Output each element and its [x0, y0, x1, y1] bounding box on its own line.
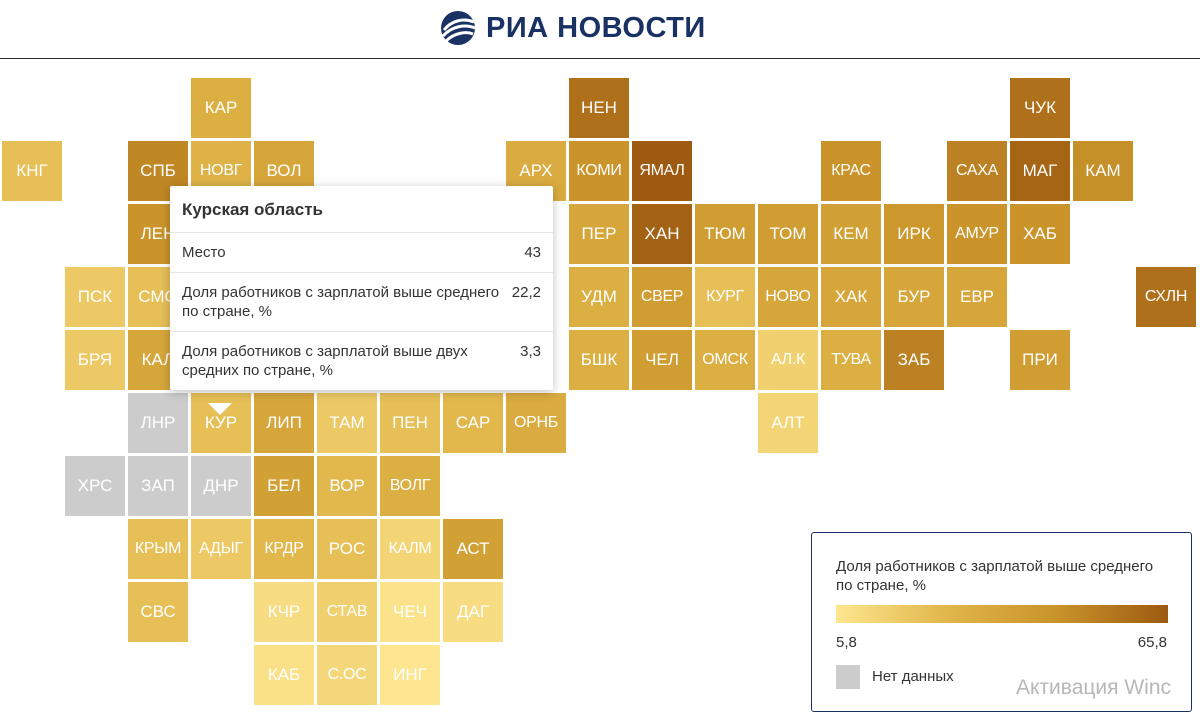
region-tile[interactable]: ХАН [632, 204, 692, 264]
tooltip-arrow [208, 403, 232, 415]
legend-no-data-swatch [836, 665, 860, 689]
region-tile[interactable]: КУРГ [695, 267, 755, 327]
region-tile[interactable]: ЧЕЛ [632, 330, 692, 390]
region-tile[interactable]: САР [443, 393, 503, 453]
region-tile[interactable]: АМУР [947, 204, 1007, 264]
region-tile[interactable]: ТАМ [317, 393, 377, 453]
region-tile[interactable]: КАМ [1073, 141, 1133, 201]
region-tile[interactable]: СТАВ [317, 582, 377, 642]
region-tile[interactable]: КЕМ [821, 204, 881, 264]
tooltip-label: Доля работников с зарплатой выше двух ср… [182, 343, 468, 379]
region-tile[interactable]: ВОР [317, 456, 377, 516]
region-tile[interactable]: ВОЛГ [380, 456, 440, 516]
legend-title: Доля работников с зарплатой выше среднег… [836, 558, 1154, 594]
region-tile[interactable]: ЧЕЧ [380, 582, 440, 642]
region-tile[interactable]: ЕВР [947, 267, 1007, 327]
region-tile[interactable]: УДМ [569, 267, 629, 327]
region-tile[interactable]: С.ОС [317, 645, 377, 705]
region-tile[interactable]: НЕН [569, 78, 629, 138]
region-tile[interactable]: КОМИ [569, 141, 629, 201]
region-tile[interactable]: ЗАП [128, 456, 188, 516]
region-tile[interactable]: КРАС [821, 141, 881, 201]
region-tile[interactable]: ЯМАЛ [632, 141, 692, 201]
region-tile[interactable]: АЛТ [758, 393, 818, 453]
tooltip-value: 22,2 [511, 284, 541, 301]
tooltip-title: Курская область [170, 186, 553, 233]
region-tile[interactable]: ДНР [191, 456, 251, 516]
region-tile[interactable]: СВС [128, 582, 188, 642]
region-tile[interactable]: ПРИ [1010, 330, 1070, 390]
region-tile[interactable]: КРЫМ [128, 519, 188, 579]
region-tile[interactable]: ТЮМ [695, 204, 755, 264]
region-tile[interactable]: РОС [317, 519, 377, 579]
region-tile[interactable]: ХАК [821, 267, 881, 327]
header: РИА НОВОСТИ [0, 0, 1200, 59]
globe-logo-icon [441, 11, 476, 45]
region-tile[interactable]: КНГ [2, 141, 62, 201]
region-tile[interactable]: ДАГ [443, 582, 503, 642]
region-tile[interactable]: АСТ [443, 519, 503, 579]
region-tooltip: Курская область Место 43 Доля работников… [170, 186, 553, 390]
logo[interactable]: РИА НОВОСТИ [440, 8, 706, 48]
legend-max-label: 65,8 [1137, 634, 1167, 651]
region-tile[interactable]: ТУВА [821, 330, 881, 390]
region-tile[interactable]: ХАБ [1010, 204, 1070, 264]
tooltip-value: 3,3 [520, 343, 541, 360]
region-tile[interactable]: СХЛН [1136, 267, 1196, 327]
legend-min-label: 5,8 [836, 634, 857, 651]
legend-gradient [836, 605, 1168, 623]
logo-text: РИА НОВОСТИ [486, 11, 706, 44]
region-tile[interactable]: КАЛМ [380, 519, 440, 579]
region-tile[interactable]: КРДР [254, 519, 314, 579]
region-tile[interactable]: БЕЛ [254, 456, 314, 516]
region-tile[interactable]: КЧР [254, 582, 314, 642]
region-tile[interactable]: ХРС [65, 456, 125, 516]
region-tile[interactable]: ЗАБ [884, 330, 944, 390]
region-tile[interactable]: ОМСК [695, 330, 755, 390]
region-tile[interactable]: МАГ [1010, 141, 1070, 201]
region-tile[interactable]: ЛНР [128, 393, 188, 453]
region-tile[interactable]: БРЯ [65, 330, 125, 390]
tooltip-row-above-two-avg: Доля работников с зарплатой выше двух ср… [170, 332, 553, 390]
region-tile[interactable]: САХА [947, 141, 1007, 201]
region-tile[interactable]: СВЕР [632, 267, 692, 327]
tooltip-label: Место [182, 244, 226, 261]
legend-no-data-label: Нет данных [872, 668, 954, 685]
region-tile[interactable]: ПЕН [380, 393, 440, 453]
legend: Доля работников с зарплатой выше среднег… [811, 532, 1192, 712]
region-tile[interactable]: НОВО [758, 267, 818, 327]
region-tile[interactable]: КАР [191, 78, 251, 138]
windows-activation-watermark: Активация Winc [1016, 676, 1172, 699]
tooltip-label: Доля работников с зарплатой выше среднег… [182, 284, 500, 320]
region-tile[interactable]: БУР [884, 267, 944, 327]
region-tile[interactable]: ИНГ [380, 645, 440, 705]
tooltip-row-above-avg: Доля работников с зарплатой выше среднег… [170, 273, 553, 332]
region-tile[interactable]: ТОМ [758, 204, 818, 264]
region-tile[interactable]: БШК [569, 330, 629, 390]
region-tile[interactable]: АДЫГ [191, 519, 251, 579]
region-tile[interactable]: ИРК [884, 204, 944, 264]
tooltip-value: 43 [524, 244, 541, 261]
tooltip-row-rank: Место 43 [170, 233, 553, 273]
region-tile[interactable]: ОРНБ [506, 393, 566, 453]
region-tile[interactable]: КУР [191, 393, 251, 453]
region-tile[interactable]: ЧУК [1010, 78, 1070, 138]
region-tile[interactable]: ЛИП [254, 393, 314, 453]
region-tile[interactable]: КАБ [254, 645, 314, 705]
region-tile[interactable]: АЛ.К [758, 330, 818, 390]
region-tile[interactable]: ПСК [65, 267, 125, 327]
region-tile[interactable]: ПЕР [569, 204, 629, 264]
